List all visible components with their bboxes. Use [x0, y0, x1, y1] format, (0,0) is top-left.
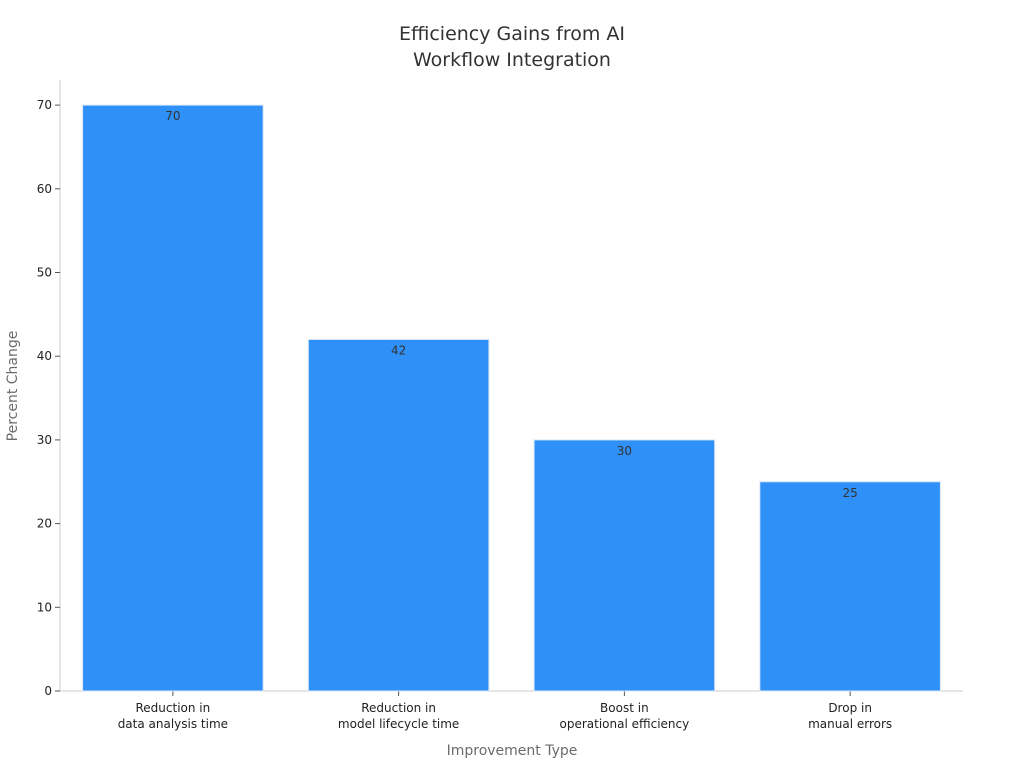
axes: 0 10 20 30 40 50 60 70 Reduction in data analysis… [37, 80, 963, 731]
bar [307, 338, 490, 692]
x-tick-label: Boost in [600, 701, 649, 715]
y-tick-label: 60 [37, 182, 52, 196]
x-axis-label: Improvement Type [447, 743, 578, 759]
bar-value-label: 42 [391, 343, 406, 357]
chart-title-line-1: Efficiency Gains from AI [399, 23, 625, 45]
x-tick-label: operational efficiency [560, 717, 690, 731]
x-tick-label: model lifecycle time [338, 717, 459, 731]
y-tick-label: 10 [37, 600, 52, 614]
y-tick-label: 20 [37, 517, 52, 531]
chart-title-line-2: Workflow Integration [413, 49, 611, 71]
x-tick-label: Reduction in [361, 701, 436, 715]
bar-value-label: 70 [165, 109, 180, 123]
x-tick-label: Drop in [828, 701, 872, 715]
y-tick-label: 30 [37, 433, 52, 447]
x-tick-label: manual errors [808, 717, 892, 731]
y-tick-label: 50 [37, 266, 52, 280]
data-labels: 70 42 30 25 [165, 109, 858, 500]
x-tick-label: data analysis time [118, 717, 228, 731]
bar [759, 481, 941, 692]
x-tick-label: Reduction in [136, 701, 211, 715]
bar-value-label: 30 [617, 444, 632, 458]
y-tick-label: 0 [44, 684, 52, 698]
bars [82, 104, 941, 692]
y-tick-label: 40 [37, 349, 52, 363]
chart-title: Efficiency Gains from AI Workflow Integr… [399, 23, 625, 71]
y-axis-label: Percent Change [5, 331, 21, 442]
bar [82, 104, 264, 692]
bar [533, 439, 716, 692]
bar-value-label: 25 [842, 486, 857, 500]
y-tick-label: 70 [37, 98, 52, 112]
